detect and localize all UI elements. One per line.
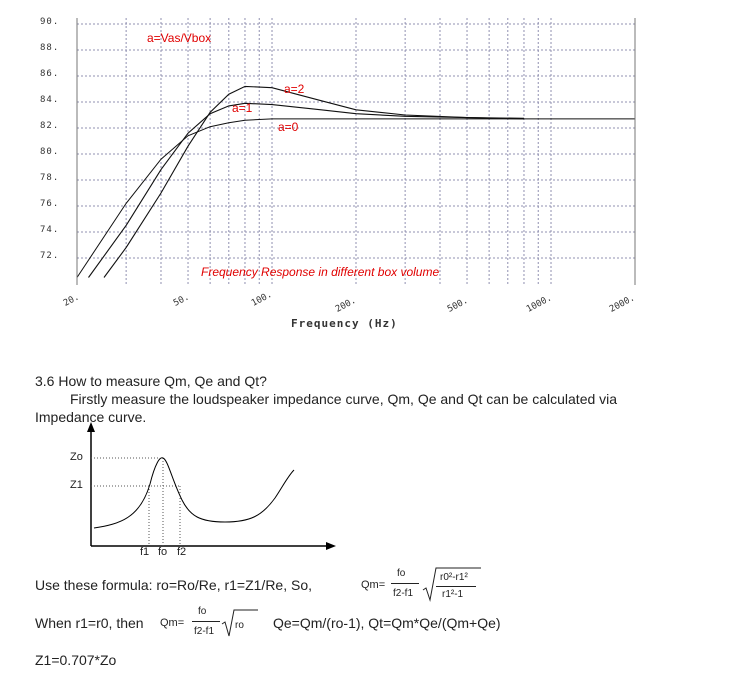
y-axis-arrow-icon [87, 422, 95, 432]
y-tick-label: 74. [40, 225, 60, 235]
z1-label: Z1 [70, 479, 83, 491]
frequency-response-chart [76, 18, 636, 285]
qm-label: Qm= [361, 579, 386, 591]
sqrt-denominator: r1²-1 [442, 589, 464, 600]
sqrt-numerator: r0²-r1² [440, 572, 468, 583]
fraction-bar-2 [192, 621, 220, 622]
x-axis-title: Frequency (Hz) [291, 317, 398, 330]
series-line-a2 [103, 85, 525, 278]
chart-legend-title: a=Vas/Vbox [147, 31, 212, 45]
fraction-denominator-f2f1-2: f2-f1 [194, 626, 215, 637]
chart-grid [76, 18, 636, 285]
sqrt-fraction-bar [436, 586, 476, 587]
series-label-a0: a=0 [278, 120, 299, 134]
sqrt-sign-icon-2 [221, 609, 258, 637]
y-tick-label: 78. [40, 173, 60, 183]
series-label-a1: a=1 [232, 101, 253, 115]
y-tick-label: 80. [40, 147, 60, 157]
series-label-a2: a=2 [284, 82, 305, 96]
fraction-denominator-f2f1: f2-f1 [393, 588, 414, 599]
fraction-numerator-fo: fo [397, 568, 406, 579]
qe-qt-formula: Qe=Qm/(ro-1), Qt=Qm*Qe/(Qm+Qe) [273, 615, 501, 631]
zo-label: Zo [70, 451, 83, 463]
fraction-numerator-fo-2: fo [198, 606, 207, 617]
z1-formula: Z1=0.707*Zo [35, 652, 117, 668]
fraction-bar [391, 583, 419, 584]
y-tick-label: 88. [40, 43, 60, 53]
fo-label: fo [158, 546, 168, 558]
sqrt-ro: ro [235, 620, 244, 631]
series-line-a0 [76, 118, 635, 278]
y-tick-label: 84. [40, 95, 60, 105]
y-tick-label: 76. [40, 199, 60, 209]
paragraph-line-1: Firstly measure the loudspeaker impedanc… [70, 391, 618, 407]
y-tick-label: 82. [40, 121, 60, 131]
f1-label: f1 [140, 546, 150, 558]
y-tick-label: 86. [40, 69, 60, 79]
section-heading: 3.6 How to measure Qm, Qe and Qt? [35, 373, 267, 389]
y-tick-label: 72. [40, 251, 60, 261]
paragraph-line-2: Impedance curve. [35, 409, 147, 425]
formula-line-2-text: When r1=r0, then [35, 615, 144, 631]
formula-line-1-text: Use these formula: ro=Ro/Re, r1=Z1/Re, S… [35, 577, 313, 593]
sqrt-sign-icon [422, 567, 481, 602]
y-tick-label: 90. [40, 17, 60, 27]
chart-title: Frequency Response in different box volu… [201, 265, 440, 279]
qm-label-2: Qm= [160, 617, 185, 629]
impedance-curve [93, 457, 295, 529]
chart-series [76, 85, 635, 278]
f2-label: f2 [177, 546, 187, 558]
impedance-curve-diagram [87, 422, 336, 550]
series-line-a1 [88, 102, 525, 278]
x-axis-arrow-icon [326, 542, 336, 550]
